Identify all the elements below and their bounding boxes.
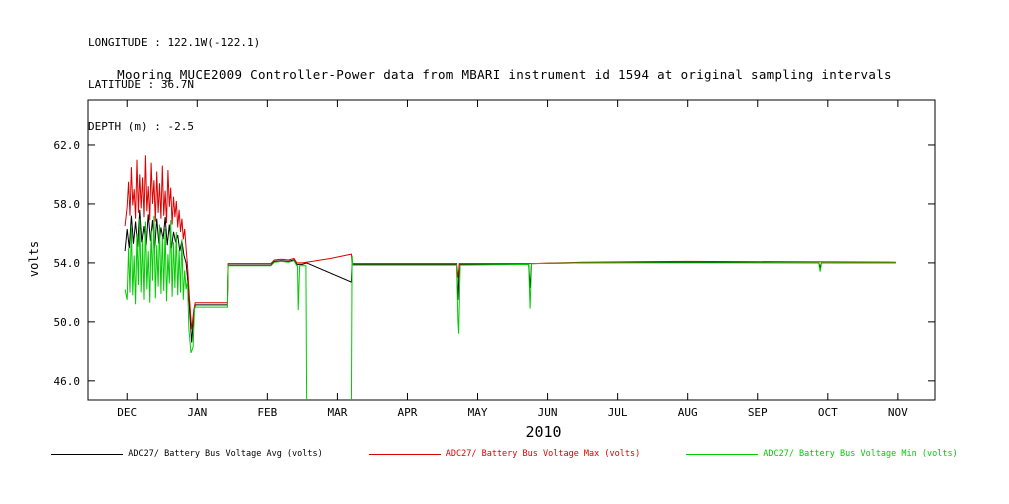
x-tick-label: JAN (187, 406, 207, 419)
chart-title: Mooring MUCE2009 Controller-Power data f… (117, 67, 892, 82)
x-tick-label: DEC (117, 406, 137, 419)
series-line-avg (124, 209, 896, 343)
legend-line-min (686, 453, 759, 455)
longitude-text: LONGITUDE : 122.1W(-122.1) (88, 36, 261, 49)
series-line-max (124, 155, 896, 330)
y-tick-label: 50.0 (54, 316, 81, 329)
depth-text: DEPTH (m) : -2.5 (88, 120, 194, 133)
x-tick-label: SEP (748, 406, 768, 419)
station-info: LONGITUDE : 122.1W(-122.1) LATITUDE : 36… (88, 8, 260, 162)
y-tick-label: 46.0 (54, 375, 81, 388)
y-tick-label: 62.0 (54, 139, 81, 152)
x-tick-label: APR (398, 406, 418, 419)
legend-label-min: ADC27/ Battery Bus Voltage Min (volts) (763, 449, 958, 459)
x-tick-label: MAR (327, 406, 347, 419)
x-tick-label: FEB (257, 406, 277, 419)
x-tick-label: OCT (818, 406, 838, 419)
x-tick-label: MAY (468, 406, 488, 419)
legend-item-min: ADC27/ Battery Bus Voltage Min (volts) (686, 449, 958, 459)
latitude-text: LATITUDE : 36.7N (88, 78, 194, 91)
y-axis-label: volts (27, 240, 42, 278)
axis-frame (87, 99, 936, 401)
legend-item-avg: ADC27/ Battery Bus Voltage Avg (volts) (51, 449, 323, 459)
legend-label-max: ADC27/ Battery Bus Voltage Max (volts) (445, 449, 641, 459)
x-axis-label: 2010 (525, 423, 562, 441)
y-tick-label: 58.0 (54, 198, 81, 211)
legend-line-max (368, 453, 441, 455)
legend-label-avg: ADC27/ Battery Bus Voltage Avg (volts) (128, 449, 323, 459)
series-line-min (124, 215, 896, 400)
x-tick-label: JUL (608, 406, 628, 419)
legend-item-max: ADC27/ Battery Bus Voltage Max (volts) (368, 449, 641, 459)
legend: ADC27/ Battery Bus Voltage Avg (volts) A… (0, 449, 1009, 459)
legend-line-avg (51, 453, 124, 455)
x-tick-label: NOV (888, 406, 908, 419)
x-tick-label: JUN (538, 406, 558, 419)
x-tick-label: AUG (678, 406, 698, 419)
y-tick-label: 54.0 (54, 257, 81, 270)
